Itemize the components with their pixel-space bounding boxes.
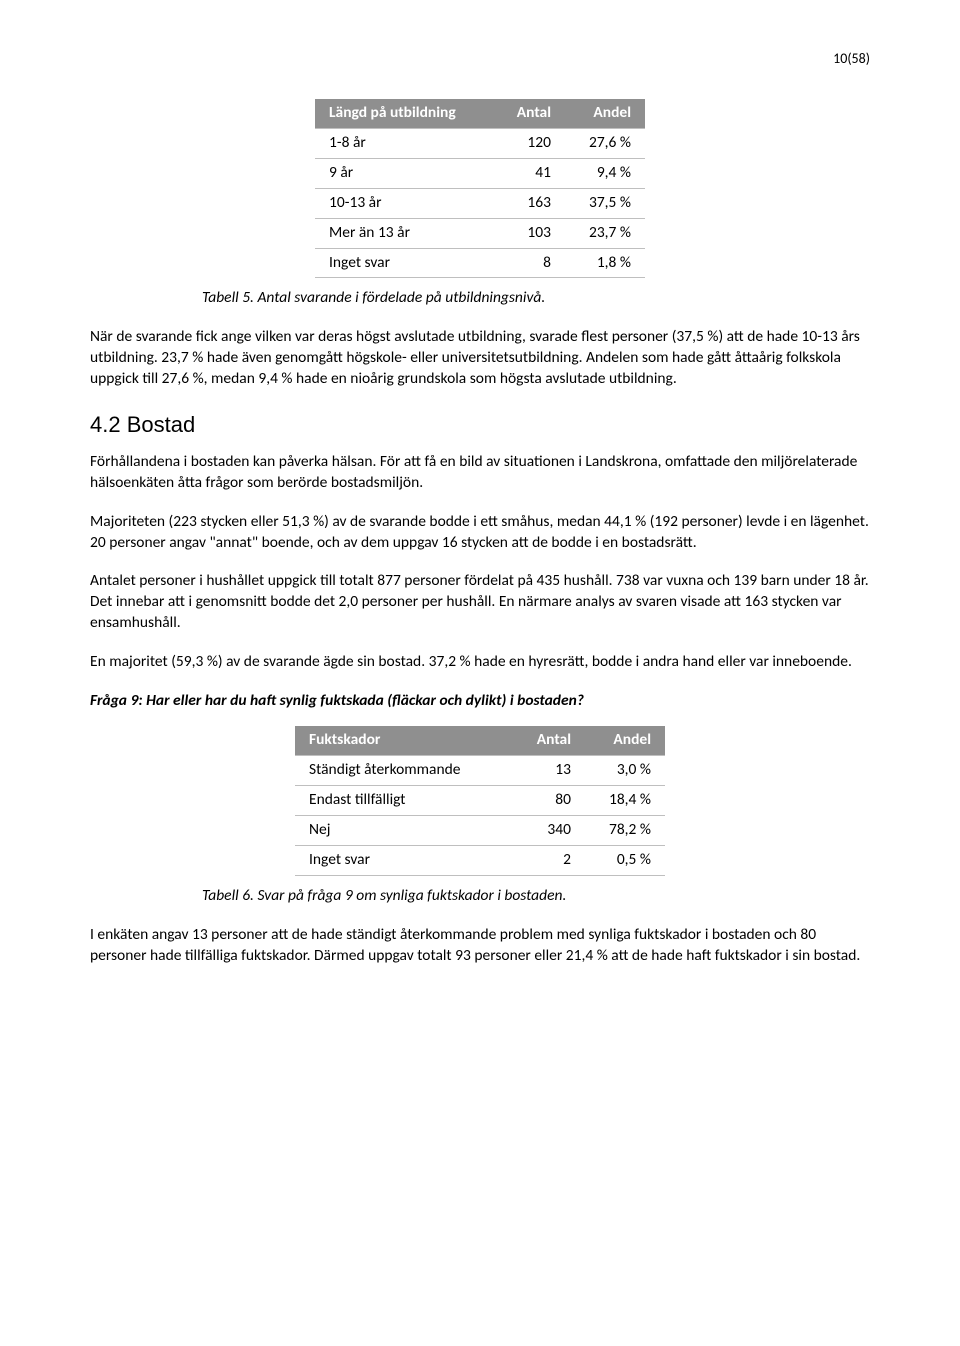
cell-antal: 163 — [495, 188, 565, 218]
paragraph: Antalet personer i hushållet uppgick til… — [90, 571, 870, 634]
paragraph: I enkäten angav 13 personer att de hade … — [90, 925, 870, 967]
cell-andel: 9,4 % — [565, 158, 645, 188]
col-header-andel: Andel — [585, 726, 665, 755]
cell-label: Endast tillfälligt — [295, 785, 515, 815]
cell-andel: 37,5 % — [565, 188, 645, 218]
cell-label: 9 år — [315, 158, 495, 188]
paragraph: En majoritet (59,3 %) av de svarande ägd… — [90, 652, 870, 673]
cell-andel: 78,2 % — [585, 815, 665, 845]
page-number: 10(58) — [90, 50, 870, 69]
table-row: 10-13 år 163 37,5 % — [315, 188, 645, 218]
table-5-caption: Tabell 5. Antal svarande i fördelade på … — [202, 288, 870, 309]
cell-label: Ständigt återkommande — [295, 756, 515, 786]
paragraph: Förhållandena i bostaden kan påverka häl… — [90, 452, 870, 494]
cell-andel: 18,4 % — [585, 785, 665, 815]
cell-label: 1-8 år — [315, 128, 495, 158]
table-row: Inget svar 2 0,5 % — [295, 845, 665, 875]
cell-andel: 27,6 % — [565, 128, 645, 158]
table-6-wrap: Fuktskador Antal Andel Ständigt återkomm… — [160, 726, 800, 876]
cell-andel: 23,7 % — [565, 218, 645, 248]
table-6-caption: Tabell 6. Svar på fråga 9 om synliga fuk… — [202, 886, 870, 907]
cell-label: Nej — [295, 815, 515, 845]
cell-label: Inget svar — [295, 845, 515, 875]
table-row: Nej 340 78,2 % — [295, 815, 665, 845]
col-header-label: Fuktskador — [295, 726, 515, 755]
table-row: Mer än 13 år 103 23,7 % — [315, 218, 645, 248]
cell-antal: 8 — [495, 248, 565, 278]
table-6: Fuktskador Antal Andel Ständigt återkomm… — [295, 726, 665, 876]
paragraph: När de svarande fick ange vilken var der… — [90, 327, 870, 390]
cell-antal: 41 — [495, 158, 565, 188]
table-row: Ständigt återkommande 13 3,0 % — [295, 756, 665, 786]
cell-label: 10-13 år — [315, 188, 495, 218]
cell-andel: 3,0 % — [585, 756, 665, 786]
cell-antal: 80 — [515, 785, 585, 815]
cell-andel: 1,8 % — [565, 248, 645, 278]
table-row: Endast tillfälligt 80 18,4 % — [295, 785, 665, 815]
table-header-row: Längd på utbildning Antal Andel — [315, 99, 645, 128]
col-header-antal: Antal — [515, 726, 585, 755]
table-5: Längd på utbildning Antal Andel 1-8 år 1… — [315, 99, 645, 279]
col-header-andel: Andel — [565, 99, 645, 128]
col-header-label: Längd på utbildning — [315, 99, 495, 128]
cell-antal: 13 — [515, 756, 585, 786]
question-9-heading: Fråga 9: Har eller har du haft synlig fu… — [90, 691, 870, 712]
cell-antal: 120 — [495, 128, 565, 158]
table-row: 9 år 41 9,4 % — [315, 158, 645, 188]
cell-antal: 340 — [515, 815, 585, 845]
cell-antal: 103 — [495, 218, 565, 248]
table-row: Inget svar 8 1,8 % — [315, 248, 645, 278]
col-header-antal: Antal — [495, 99, 565, 128]
cell-andel: 0,5 % — [585, 845, 665, 875]
section-heading-bostad: 4.2 Bostad — [90, 410, 870, 440]
table-5-wrap: Längd på utbildning Antal Andel 1-8 år 1… — [160, 99, 800, 279]
table-header-row: Fuktskador Antal Andel — [295, 726, 665, 755]
cell-antal: 2 — [515, 845, 585, 875]
cell-label: Mer än 13 år — [315, 218, 495, 248]
table-row: 1-8 år 120 27,6 % — [315, 128, 645, 158]
cell-label: Inget svar — [315, 248, 495, 278]
paragraph: Majoriteten (223 stycken eller 51,3 %) a… — [90, 512, 870, 554]
